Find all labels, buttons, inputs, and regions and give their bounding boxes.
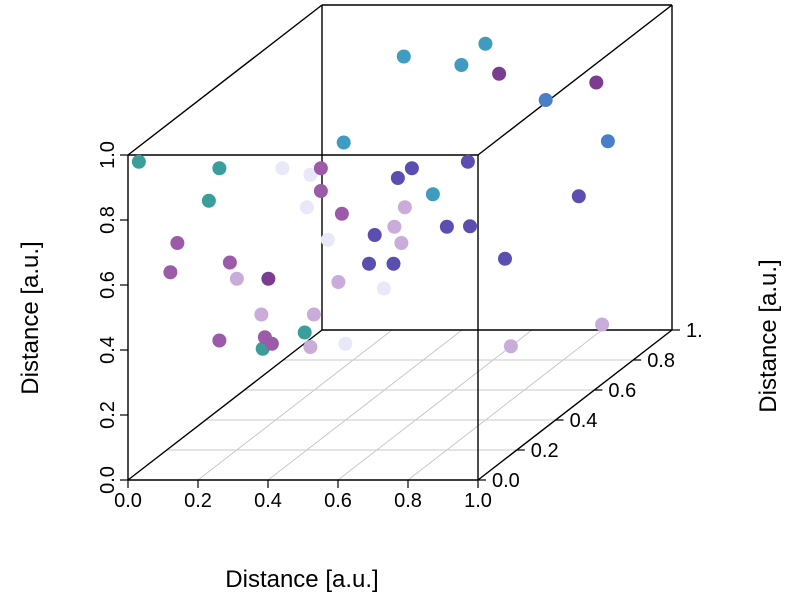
floor-grid — [166, 329, 634, 481]
data-point — [170, 236, 185, 250]
data-point — [261, 271, 276, 286]
data-point — [600, 134, 615, 149]
data-point — [463, 219, 477, 234]
data-point — [460, 154, 475, 169]
data-point — [396, 49, 411, 64]
data-point — [131, 154, 146, 169]
data-point — [163, 265, 178, 280]
data-point — [201, 193, 216, 208]
data-point — [386, 256, 401, 271]
data-point — [229, 271, 244, 286]
data-point — [439, 219, 454, 234]
data-point — [425, 187, 440, 202]
data-point — [297, 325, 312, 340]
data-point — [334, 206, 349, 221]
data-point — [320, 232, 335, 247]
y-tick-label: 0.2 — [531, 440, 559, 462]
data-point — [367, 228, 382, 242]
floor-grid-line — [407, 329, 603, 481]
z-tick-label: 0.8 — [97, 206, 119, 234]
x-tick-label: 0.8 — [394, 490, 422, 512]
z-tick-label: 0.4 — [97, 336, 119, 364]
data-point — [390, 171, 405, 185]
tick-labels: 0.0 0.2 0.4 0.6 0.8 1.00.00.20.40.60.81.00.00… — [97, 141, 703, 512]
y-tick-label: 0.8 — [647, 350, 675, 372]
data-point — [498, 251, 512, 266]
data-point — [454, 58, 469, 72]
data-point — [303, 167, 318, 182]
y-tick-label: 0.6 — [608, 380, 636, 402]
plot-box — [127, 4, 673, 481]
y-tick-label: 1. — [686, 320, 703, 342]
data-point — [538, 93, 553, 107]
data-point — [404, 161, 419, 176]
data-point — [275, 161, 290, 176]
data-point — [394, 236, 409, 250]
data-point — [376, 281, 391, 296]
floor-grid-line — [267, 329, 463, 481]
floor-grid-line — [337, 329, 533, 481]
data-point — [306, 307, 321, 322]
box-edge — [477, 329, 673, 481]
data-point — [589, 75, 604, 90]
data-point — [212, 161, 227, 176]
y-tick-label: 0.4 — [570, 410, 598, 432]
data-point — [503, 339, 518, 354]
data-points — [131, 36, 615, 356]
data-point — [254, 307, 269, 322]
x-tick-label: 1.0 — [464, 490, 492, 512]
data-point — [303, 340, 318, 354]
data-point — [387, 219, 402, 234]
z-tick-label: 0.2 — [97, 401, 119, 429]
x-axis-title: Distance [a.u.] — [225, 566, 378, 593]
x-tick-label: 0.4 — [254, 490, 282, 512]
data-point — [212, 333, 227, 348]
z-tick-label: 0.0 — [97, 466, 119, 494]
data-point — [478, 36, 493, 51]
z-axis-title: Distance [a.u.] — [17, 241, 44, 394]
data-point — [222, 255, 237, 270]
x-tick-label: 0.6 — [324, 490, 352, 512]
floor-grid-line — [197, 329, 393, 481]
x-tick-label: 0.0 — [114, 490, 142, 512]
z-tick-label: 0.6 — [97, 271, 119, 299]
data-point — [313, 184, 328, 198]
data-point — [336, 135, 351, 150]
box-edge — [127, 4, 323, 156]
data-point — [362, 256, 376, 271]
data-point — [397, 200, 412, 215]
data-point — [595, 317, 610, 332]
z-tick-label: 1.0 — [97, 141, 119, 169]
y-axis-title: Distance [a.u.] — [755, 259, 782, 412]
data-point — [492, 66, 507, 81]
box-edge — [477, 4, 673, 156]
data-point — [313, 161, 328, 176]
data-point — [571, 189, 586, 204]
box-edge — [127, 329, 323, 481]
data-point — [264, 336, 279, 351]
data-point — [331, 275, 346, 289]
y-tick-label: 0.0 — [492, 470, 520, 492]
x-tick-label: 0.2 — [184, 490, 212, 512]
data-point — [299, 200, 314, 215]
data-point — [338, 336, 353, 351]
